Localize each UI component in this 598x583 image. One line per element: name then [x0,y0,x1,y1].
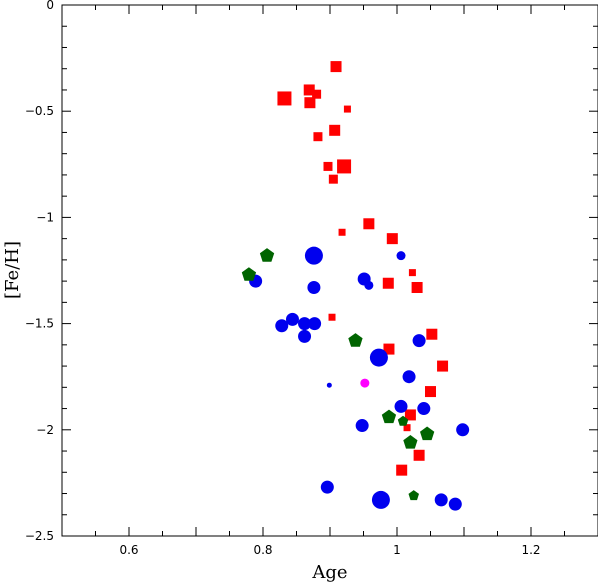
data-point-circle [320,480,334,494]
data-point-circle [364,280,374,290]
data-point-circle [371,490,390,509]
y-axis-label: [Fe/H] [2,241,23,299]
data-point-square [277,91,292,106]
data-point-pentagon [403,435,418,449]
data-point-pentagon [259,248,275,262]
data-point-square [337,159,352,174]
data-point-pentagon [241,267,257,281]
data-point-circle [360,378,370,388]
data-point-pentagon [348,333,363,347]
data-point-square [396,464,408,476]
y-tick-label: −0.5 [25,104,54,118]
data-point-square [323,161,333,171]
data-point-square [338,228,346,236]
data-point-circle [304,246,323,265]
data-point-square [413,449,425,461]
y-tick-label: −2.5 [25,529,54,543]
data-point-circle [402,370,416,384]
data-point-square [411,281,423,293]
data-point-circle [326,382,332,388]
data-point-square [382,277,394,289]
x-tick-label: 1 [393,543,401,557]
x-tick-label: 0.6 [119,543,138,557]
data-point-square [329,124,341,136]
data-point-circle [275,319,289,333]
y-tick-label: −1.5 [25,317,54,331]
data-point-circle [298,329,312,343]
data-point-square [312,89,322,99]
y-tick-label: −2 [36,423,54,437]
axis-ticks [61,4,598,537]
data-points [241,61,470,511]
data-point-circle [412,334,426,348]
x-tick-label: 0.8 [253,543,272,557]
y-tick-label: −1 [36,210,54,224]
data-point-circle [456,423,470,437]
data-point-circle [369,348,388,367]
data-point-circle [396,251,406,261]
data-point-square [408,269,416,277]
data-point-circle [285,312,299,326]
tick-labels: 0.6 0.8 1 1.2 0 −0.5 −1 −1.5 −2 −2.5 [25,0,541,557]
data-point-square [386,233,398,245]
x-tick-label: 1.2 [521,543,540,557]
data-point-square [426,328,438,340]
data-point-circle [417,402,431,416]
data-point-square [363,218,375,230]
data-point-pentagon [381,409,397,424]
data-point-square [303,84,315,96]
data-point-square [404,409,416,421]
data-point-pentagon [408,490,419,501]
data-point-circle [355,419,369,433]
data-point-square [403,424,411,432]
data-point-square [330,61,342,73]
data-point-square [437,360,449,372]
data-point-circle [308,317,322,331]
data-point-pentagon [420,426,435,441]
data-point-square [425,386,436,398]
data-point-square [313,132,323,142]
data-point-square [343,105,351,113]
y-tick-label: 0 [46,0,54,12]
data-point-square [328,174,338,184]
data-point-circle [394,399,408,413]
data-point-square [383,343,395,355]
data-point-square [328,313,336,321]
data-point-square [304,97,316,109]
data-point-circle [434,493,448,507]
data-point-circle [298,317,312,331]
x-axis-label: Age [311,562,347,583]
data-point-circle [448,497,462,511]
data-point-pentagon [397,415,409,426]
plot-frame [61,4,598,537]
data-point-circle [307,280,321,294]
